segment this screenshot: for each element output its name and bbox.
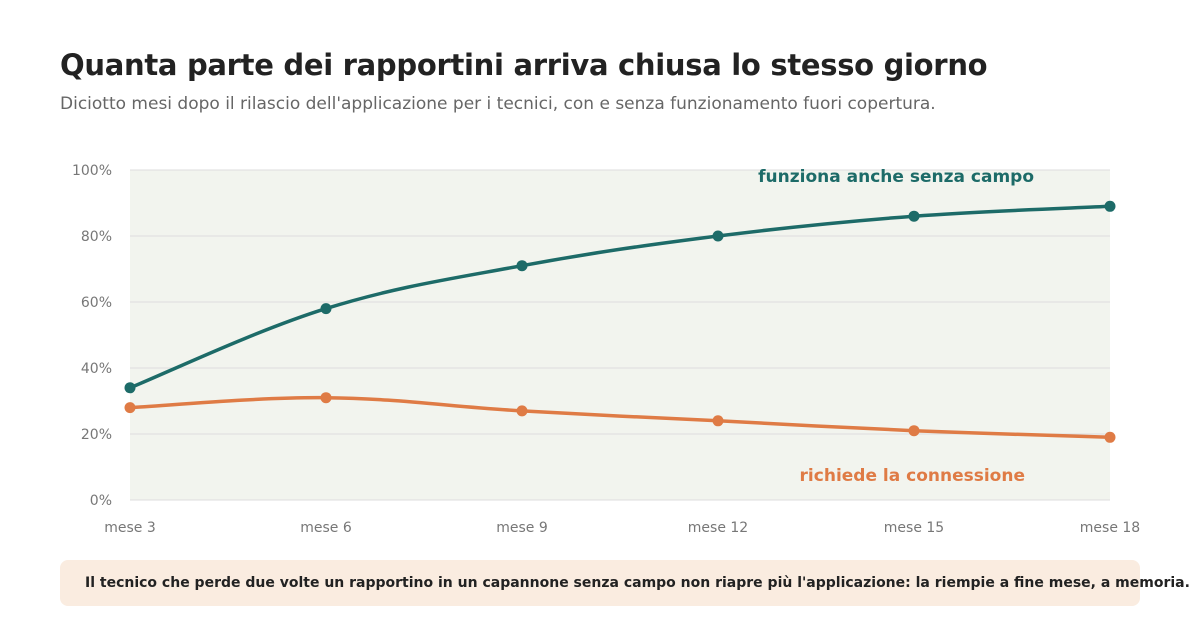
data-point	[124, 382, 136, 394]
data-point	[1104, 200, 1116, 212]
data-point	[712, 415, 724, 427]
data-point	[712, 230, 724, 242]
y-tick-label: 20%	[81, 427, 112, 443]
x-tick-label: mese 6	[300, 520, 352, 536]
series-line-1	[128, 204, 1112, 390]
x-tick-label: mese 18	[1080, 520, 1140, 536]
plot-area	[130, 170, 1110, 500]
series-label-2: richiede la connessione	[800, 466, 1025, 486]
line-chart: 0% 20% 40% 60% 80% 100% mese 3 mese 6 mese 9 mese…	[72, 163, 1140, 536]
chart-subtitle: Diciotto mesi dopo il rilascio dell'appl…	[60, 94, 936, 114]
y-tick-label: 40%	[81, 361, 112, 377]
data-point	[124, 402, 136, 414]
chart-title: Quanta parte dei rapportini arriva chius…	[60, 48, 988, 82]
data-point	[908, 425, 920, 437]
series-label-1: funziona anche senza campo	[758, 167, 1034, 187]
x-tick-label: mese 12	[688, 520, 748, 536]
y-tick-label: 60%	[81, 295, 112, 311]
series-line-2	[128, 395, 1112, 440]
data-point	[320, 392, 332, 404]
data-point	[516, 405, 528, 417]
y-tick-label: 80%	[81, 229, 112, 245]
data-point	[1104, 431, 1116, 443]
x-tick-label: mese 3	[104, 520, 156, 536]
footnote-callout: Il tecnico che perde due volte un rappor…	[60, 560, 1190, 606]
data-point	[320, 303, 332, 315]
data-point	[908, 210, 920, 222]
data-point	[516, 260, 528, 272]
x-tick-label: mese 15	[884, 520, 944, 536]
y-tick-label: 0%	[90, 493, 112, 509]
y-tick-label: 100%	[72, 163, 112, 179]
x-tick-label: mese 9	[496, 520, 548, 536]
